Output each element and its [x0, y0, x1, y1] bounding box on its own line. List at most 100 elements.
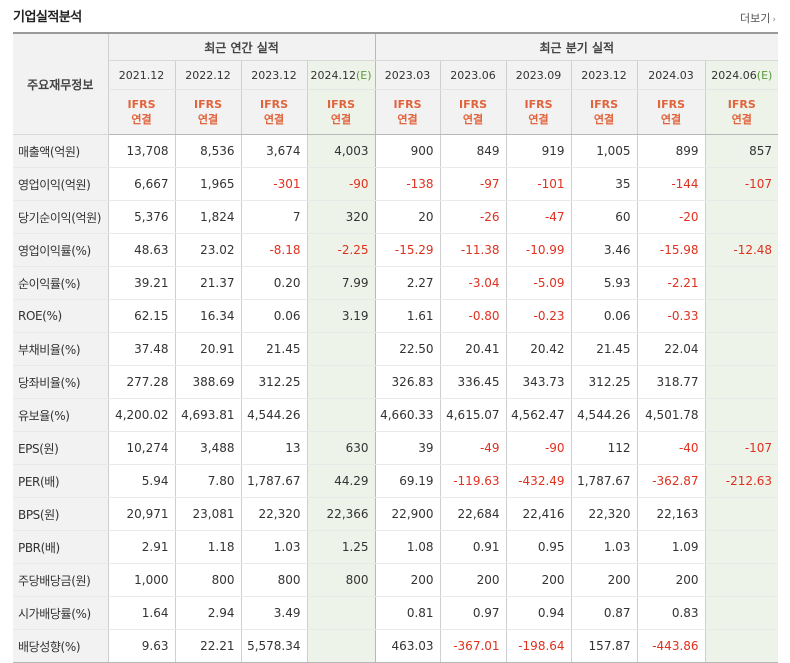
value-cell: 2.94 [174, 596, 241, 630]
table-row: 시가배당률(%) 1.64 2.94 3.49 0.81 0.97 0.94 0.87 0.83 [13, 596, 779, 630]
standard-line1: IFRS [260, 98, 288, 111]
value-cell: -0.80 [439, 299, 507, 333]
standard-line2: 연결 [330, 113, 352, 126]
value-cell: 312.25 [240, 365, 307, 399]
value-cell [704, 497, 779, 531]
value-cell: 0.94 [505, 596, 572, 630]
value-cell: 200 [570, 563, 638, 597]
period-header: 2024.12(E) [306, 60, 376, 90]
section-title: 기업실적분석 [13, 10, 82, 25]
row-label: 매출액(억원) [13, 134, 108, 168]
period-label: 2023.03 [384, 68, 431, 82]
value-cell: 318.77 [636, 365, 706, 399]
standard-line2: 연결 [263, 113, 285, 126]
value-cell: 0.06 [570, 299, 638, 333]
value-cell: 1,787.67 [570, 464, 638, 498]
value-cell: 1.03 [240, 530, 307, 564]
value-cell: 4,544.26 [570, 398, 638, 432]
period-header: 2023.06 [439, 60, 507, 90]
accounting-standard: IFRS 연결 [306, 89, 376, 135]
value-cell: -144 [636, 167, 706, 201]
value-cell: 0.83 [636, 596, 706, 630]
value-cell: 0.97 [439, 596, 507, 630]
value-cell: 44.29 [306, 464, 376, 498]
value-cell: -49 [439, 431, 507, 465]
value-cell: 0.87 [570, 596, 638, 630]
value-cell: 312.25 [570, 365, 638, 399]
table-row: 부채비율(%) 37.48 20.91 21.45 22.50 20.41 20.42 21.… [13, 332, 779, 366]
value-cell: 5.94 [107, 464, 175, 498]
value-cell: -362.87 [636, 464, 706, 498]
value-cell: -198.64 [505, 629, 572, 663]
standard-line1: IFRS [459, 98, 488, 111]
value-cell: -367.01 [439, 629, 507, 663]
value-cell: 800 [174, 563, 241, 597]
row-label-header: 주요재무정보 [13, 32, 108, 135]
value-cell: 48.63 [107, 233, 175, 267]
value-cell: -432.49 [505, 464, 572, 498]
value-cell: 4,544.26 [240, 398, 307, 432]
value-cell: 3.46 [570, 233, 638, 267]
value-cell: 22,366 [306, 497, 376, 531]
value-cell: -90 [505, 431, 572, 465]
accounting-standard: IFRS 연결 [439, 89, 507, 135]
value-cell: 9.63 [107, 629, 175, 663]
value-cell: 0.91 [439, 530, 507, 564]
period-header: 2024.03 [636, 60, 706, 90]
value-cell: 900 [374, 134, 441, 168]
value-cell: 60 [570, 200, 638, 234]
row-label: 유보율(%) [13, 398, 108, 432]
value-cell [704, 563, 779, 597]
value-cell: 4,615.07 [439, 398, 507, 432]
row-label: 부채비율(%) [13, 332, 108, 366]
more-link[interactable]: 더보기 › [740, 10, 776, 26]
accounting-standard: IFRS 연결 [374, 89, 441, 135]
row-label: PBR(배) [13, 530, 108, 564]
value-cell [306, 629, 376, 663]
accounting-standard: IFRS 연결 [570, 89, 638, 135]
value-cell [704, 596, 779, 630]
value-cell [704, 530, 779, 564]
value-cell: 5,376 [107, 200, 175, 234]
value-cell: 16.34 [174, 299, 241, 333]
accounting-standard: IFRS 연결 [505, 89, 572, 135]
table-row: 매출액(억원) 13,708 8,536 3,674 4,003 900 849 919 1,0… [13, 134, 779, 168]
value-cell: 4,003 [306, 134, 376, 168]
value-cell: 20.41 [439, 332, 507, 366]
standard-line1: IFRS [393, 98, 422, 111]
value-cell: 200 [439, 563, 507, 597]
value-cell: 4,200.02 [107, 398, 175, 432]
value-cell: 2.91 [107, 530, 175, 564]
value-cell: 0.20 [240, 266, 307, 300]
value-cell: -212.63 [704, 464, 779, 498]
value-cell: -15.98 [636, 233, 706, 267]
value-cell: 857 [704, 134, 779, 168]
value-cell: 21.45 [570, 332, 638, 366]
row-label: 주당배당금(원) [13, 563, 108, 597]
value-cell: -47 [505, 200, 572, 234]
value-cell: 5.93 [570, 266, 638, 300]
value-cell: 1,005 [570, 134, 638, 168]
table-row: PBR(배) 2.91 1.18 1.03 1.25 1.08 0.91 0.95 1.03 1.… [13, 530, 779, 564]
value-cell: 200 [505, 563, 572, 597]
value-cell: 1.03 [570, 530, 638, 564]
value-cell: 800 [306, 563, 376, 597]
value-cell: 899 [636, 134, 706, 168]
financial-table: 주요재무정보 최근 연간 실적 최근 분기 실적 2021.12 2022.12 2… [13, 32, 779, 663]
row-label: ROE(%) [13, 299, 108, 333]
value-cell: 35 [570, 167, 638, 201]
value-cell: 20.42 [505, 332, 572, 366]
value-cell: -107 [704, 167, 779, 201]
value-cell: -101 [505, 167, 572, 201]
value-cell: 22,320 [570, 497, 638, 531]
value-cell: 23,081 [174, 497, 241, 531]
period-label: 2024.03 [648, 68, 694, 82]
standard-line2: 연결 [131, 113, 152, 126]
standard-line2: 연결 [593, 113, 615, 126]
value-cell: 800 [240, 563, 307, 597]
value-cell: 388.69 [174, 365, 241, 399]
value-cell: -40 [636, 431, 706, 465]
value-cell: -11.38 [439, 233, 507, 267]
table-row: PER(배) 5.94 7.80 1,787.67 44.29 69.19 -119.63-… [13, 464, 779, 498]
row-label: 배당성향(%) [13, 629, 108, 663]
